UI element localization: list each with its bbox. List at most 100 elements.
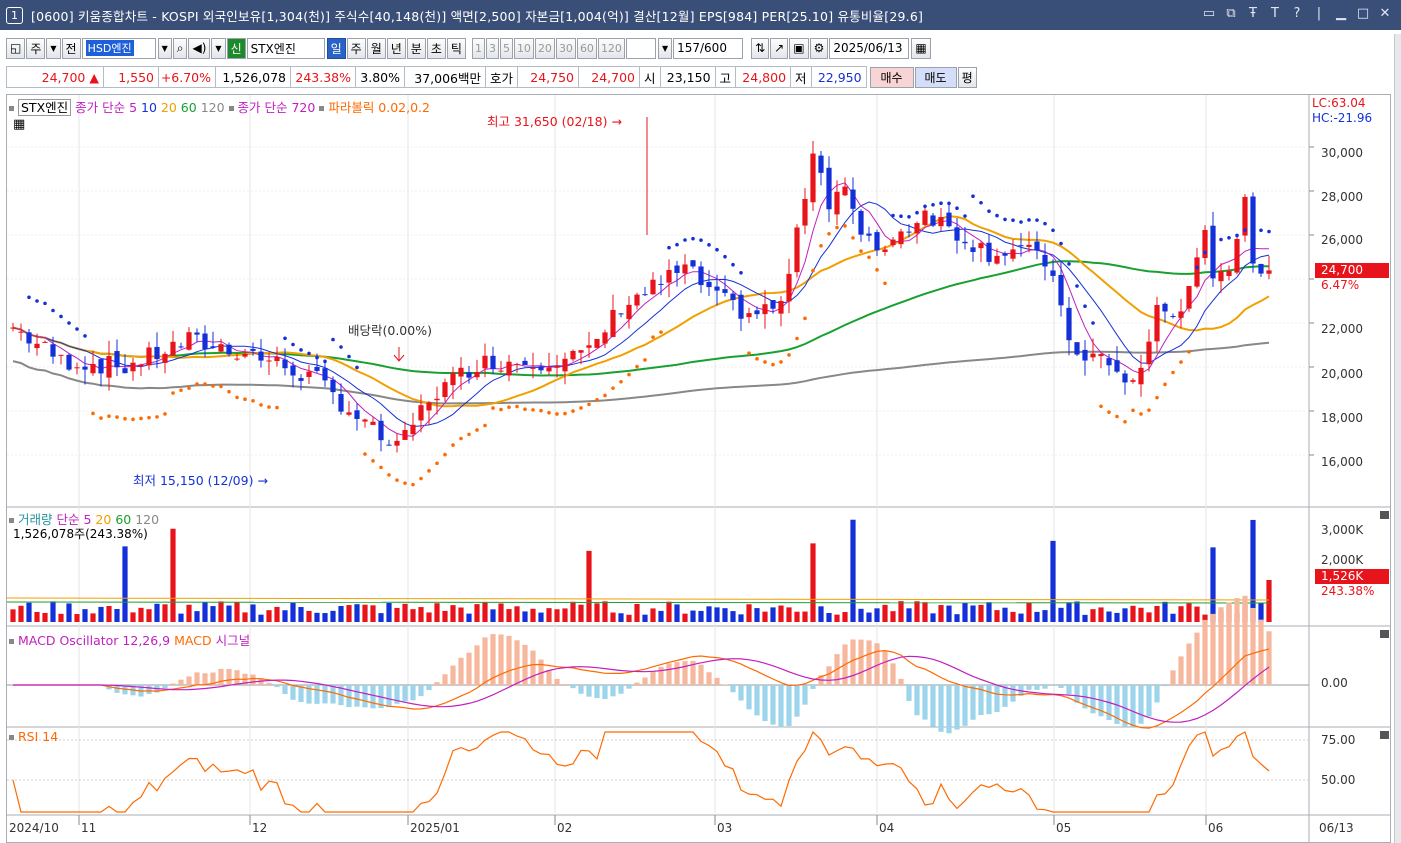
sound-icon[interactable]: ◀) xyxy=(188,37,211,59)
candle-body xyxy=(490,355,496,370)
parabolic-dot xyxy=(1011,218,1015,223)
restore-icon[interactable]: ▭ xyxy=(1202,6,1216,21)
volume-bar xyxy=(434,603,440,622)
average-button[interactable]: 평 xyxy=(957,66,977,88)
volume-bar xyxy=(26,602,32,622)
macd-osc-bar xyxy=(666,663,672,685)
grid-icon[interactable]: ▦ xyxy=(13,117,26,132)
buy-button[interactable]: 매수 xyxy=(869,66,914,88)
parabolic-dot xyxy=(147,415,151,420)
vol-ma20-line xyxy=(7,597,1270,601)
minute-120[interactable]: 120 xyxy=(597,37,625,59)
lc-label: LC:63.04 xyxy=(1312,96,1366,110)
candle-body xyxy=(674,265,680,273)
x-label-06: 06 xyxy=(1208,821,1224,835)
parabolic-dot xyxy=(587,402,591,407)
chart-canvas[interactable] xyxy=(7,95,1391,843)
chevron-down-icon[interactable]: ▼ xyxy=(157,37,172,59)
dividend-arrow-icon xyxy=(393,347,405,362)
period-year[interactable]: 년 xyxy=(386,37,406,59)
minute-1[interactable]: 1 xyxy=(471,37,485,59)
x-label-04: 04 xyxy=(879,821,895,835)
macd-osc-bar xyxy=(386,685,392,708)
indicator-icon[interactable]: ⇅ xyxy=(751,37,770,59)
period-tick[interactable]: 틱 xyxy=(446,37,466,59)
calendar-icon[interactable]: ▦ xyxy=(911,37,931,59)
chevron-down-icon[interactable]: ▼ xyxy=(46,37,61,59)
period-day[interactable]: 일 xyxy=(326,37,346,59)
scrollbar[interactable] xyxy=(1394,34,1401,843)
save-icon[interactable]: ▣ xyxy=(789,37,809,59)
macd-osc-bar xyxy=(506,635,512,685)
minute-10[interactable]: 10 xyxy=(513,37,534,59)
custom-unit-input[interactable] xyxy=(625,37,656,59)
macd-osc-bar xyxy=(282,685,288,695)
volume-bar xyxy=(106,606,112,622)
minute-60[interactable]: 60 xyxy=(576,37,597,59)
new-badge[interactable]: 신 xyxy=(226,37,246,59)
gear-icon[interactable]: ⚙ xyxy=(809,37,829,59)
candle-body xyxy=(178,346,184,348)
legend-macd-osc: MACD Oscillator 12,26,9 xyxy=(18,633,171,648)
count-input[interactable]: 157/600 xyxy=(673,37,744,59)
parabolic-dot xyxy=(1123,419,1127,424)
volume-bar xyxy=(1146,612,1152,622)
minute-5[interactable]: 5 xyxy=(499,37,513,59)
candle-body xyxy=(946,212,952,227)
maximize-icon[interactable]: □ xyxy=(1356,6,1370,21)
all-button[interactable]: 전 xyxy=(61,37,81,59)
candle-body xyxy=(210,346,216,348)
candle-body xyxy=(626,304,632,320)
date-input[interactable]: 2025/06/13 xyxy=(829,37,910,59)
minute-30[interactable]: 30 xyxy=(555,37,576,59)
change-percent: +6.70% xyxy=(158,66,216,88)
tile-icon[interactable]: ⧉ xyxy=(1226,6,1236,21)
rsi-y-75: 75.00 xyxy=(1321,733,1356,747)
candle-body xyxy=(794,227,800,273)
legend-ma20: 20 xyxy=(160,100,177,115)
minimize-icon[interactable]: ▁ xyxy=(1336,6,1346,21)
chevron-down-icon[interactable]: ▼ xyxy=(657,37,673,59)
candle-body xyxy=(570,350,576,360)
macd-osc-bar xyxy=(250,674,256,685)
volume-bar xyxy=(346,605,352,622)
candle-body xyxy=(762,304,768,315)
market-type-button[interactable]: 주 xyxy=(26,37,46,59)
macd-osc-bar xyxy=(1202,619,1208,685)
volume-bar xyxy=(210,606,216,622)
pin-icon[interactable]: Ŧ xyxy=(1249,6,1257,21)
stock-name-field[interactable]: STX엔진 xyxy=(246,37,325,59)
layout-icon[interactable]: ◱ xyxy=(6,37,26,59)
period-minute[interactable]: 분 xyxy=(406,37,426,59)
minute-3[interactable]: 3 xyxy=(485,37,499,59)
search-icon[interactable]: ⌕ xyxy=(172,37,188,59)
chevron-down-icon[interactable]: ▼ xyxy=(211,37,226,59)
period-month[interactable]: 월 xyxy=(366,37,386,59)
hc-label: HC:-21.96 xyxy=(1312,111,1373,125)
help-icon[interactable]: ? xyxy=(1293,6,1301,21)
window-number[interactable]: 1 xyxy=(6,6,23,24)
candle-body xyxy=(586,345,592,348)
font-icon[interactable]: T xyxy=(1271,6,1279,21)
candle-body xyxy=(122,368,128,374)
parabolic-dot xyxy=(371,459,375,463)
close-icon[interactable]: ✕ xyxy=(1379,6,1391,21)
parabolic-dot xyxy=(1147,408,1151,412)
period-week[interactable]: 주 xyxy=(346,37,366,59)
high-label: 고 xyxy=(714,66,737,88)
stock-code-input[interactable]: HSD엔진 xyxy=(81,37,156,59)
volume-bar xyxy=(866,612,872,622)
candle-body xyxy=(970,247,976,252)
parabolic-dot xyxy=(227,389,231,394)
sell-button[interactable]: 매도 xyxy=(914,66,957,88)
macd-osc-bar xyxy=(858,639,864,685)
trend-icon[interactable]: ↗ xyxy=(770,37,789,59)
volume-bar xyxy=(634,603,640,622)
volume-bar xyxy=(1202,614,1208,622)
candle-body xyxy=(698,266,704,286)
chart-area[interactable]: STX엔진 종가 단순 5 10 20 60 120 종가 단순 720 파라볼… xyxy=(6,94,1391,843)
volume-bar xyxy=(10,609,16,622)
volume-bar xyxy=(74,614,80,622)
period-second[interactable]: 초 xyxy=(426,37,446,59)
minute-20[interactable]: 20 xyxy=(534,37,555,59)
